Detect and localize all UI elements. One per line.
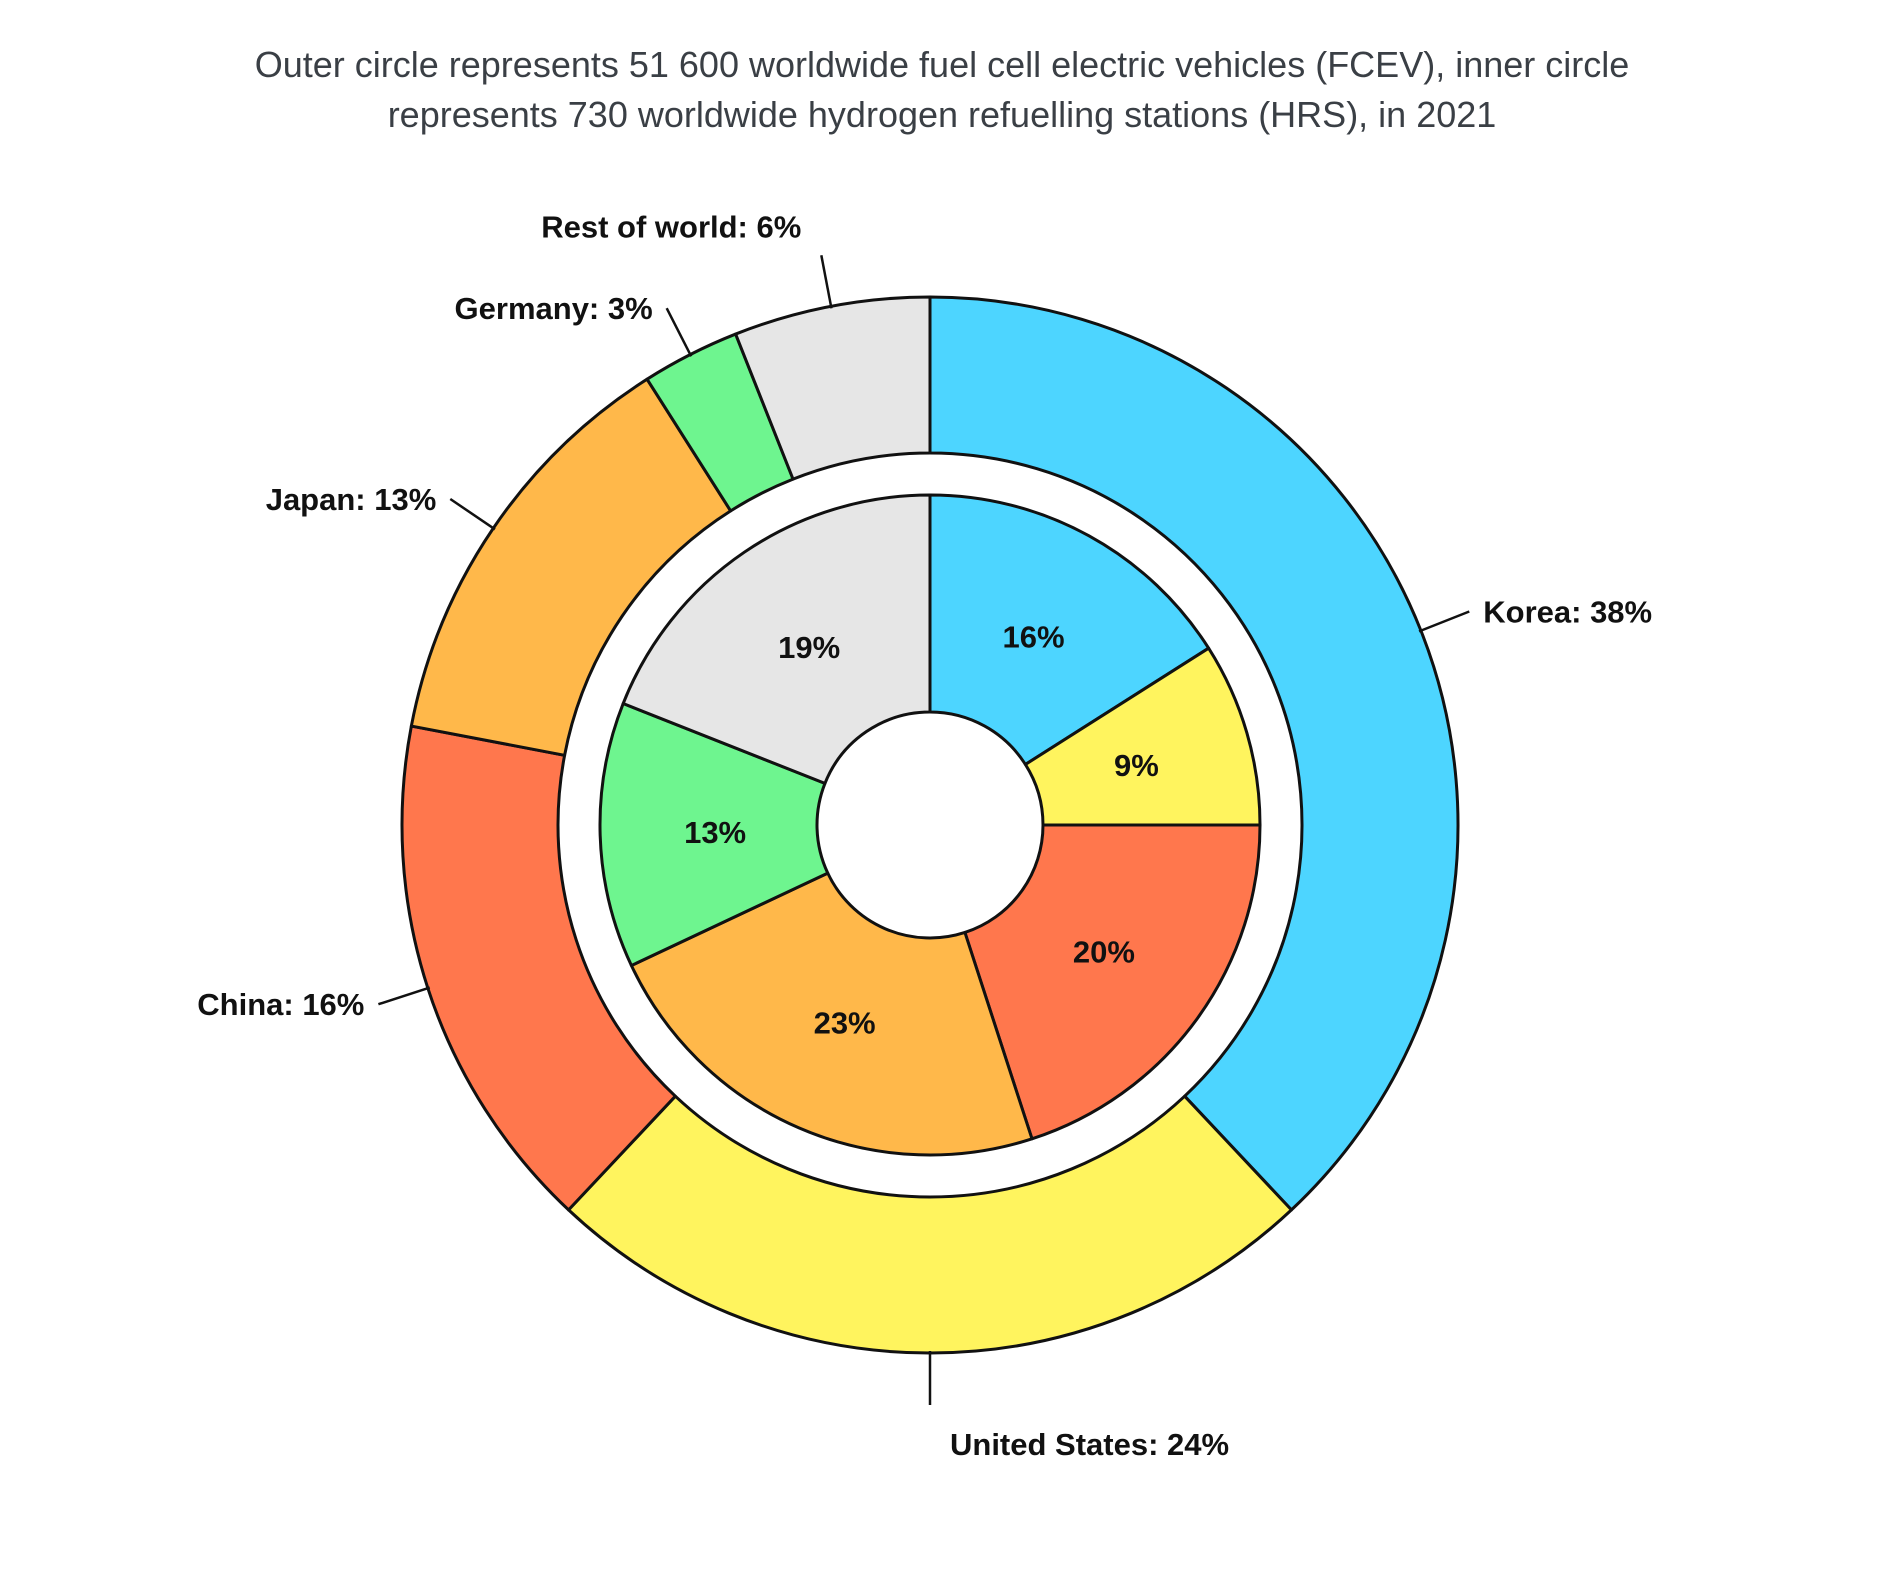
chart-title-line-1: Outer circle represents 51 600 worldwide…: [254, 44, 1630, 85]
outer-label-united-states: United States: 24%: [950, 1427, 1229, 1462]
inner-slice-korea: [928, 493, 1211, 766]
inner-label-rest-of-world: 19%: [778, 630, 840, 665]
inner-slice-china: [963, 823, 1262, 1141]
leader-line-china: [378, 986, 431, 1006]
inner-ring: [598, 493, 1262, 1157]
leader-lines: [378, 255, 1470, 1405]
leader-line-rest-of-world: [820, 255, 833, 309]
inner-slice-united-states: [1023, 646, 1262, 827]
outer-slice-united-states: [567, 1094, 1293, 1355]
inner-label-korea: 16%: [1003, 620, 1065, 655]
inner-label-united-states: 9%: [1114, 748, 1159, 783]
leader-line-japan: [449, 497, 496, 531]
chart-title-line-2: represents 730 worldwide hydrogen refuel…: [387, 94, 1497, 135]
inner-slice-japan: [629, 871, 1034, 1157]
outer-ring: [400, 295, 1460, 1355]
leader-line-korea: [1418, 610, 1470, 633]
inner-slice-germany: [598, 702, 830, 968]
inner-slice-rest-of-world: [621, 493, 932, 785]
outer-label-china: China: 16%: [197, 987, 364, 1022]
leader-line-germany: [665, 307, 693, 357]
inner-label-germany: 13%: [684, 815, 746, 850]
outer-label-rest-of-world: Rest of world: 6%: [541, 209, 801, 244]
outer-label-germany: Germany: 3%: [455, 291, 653, 326]
chart-title: Outer circle represents 51 600 worldwide…: [0, 40, 1884, 140]
outer-slice-rest-of-world: [734, 295, 932, 481]
inner-label-china: 20%: [1073, 934, 1135, 969]
outer-label-korea: Korea: 38%: [1483, 594, 1652, 629]
outer-label-japan: Japan: 13%: [266, 482, 437, 517]
inner-label-japan: 23%: [814, 1005, 876, 1040]
outer-slice-korea: [928, 295, 1460, 1212]
slice-labels: 16% 9% 20% 23% 13% 19% Korea: 38% United States…: [197, 209, 1652, 1462]
